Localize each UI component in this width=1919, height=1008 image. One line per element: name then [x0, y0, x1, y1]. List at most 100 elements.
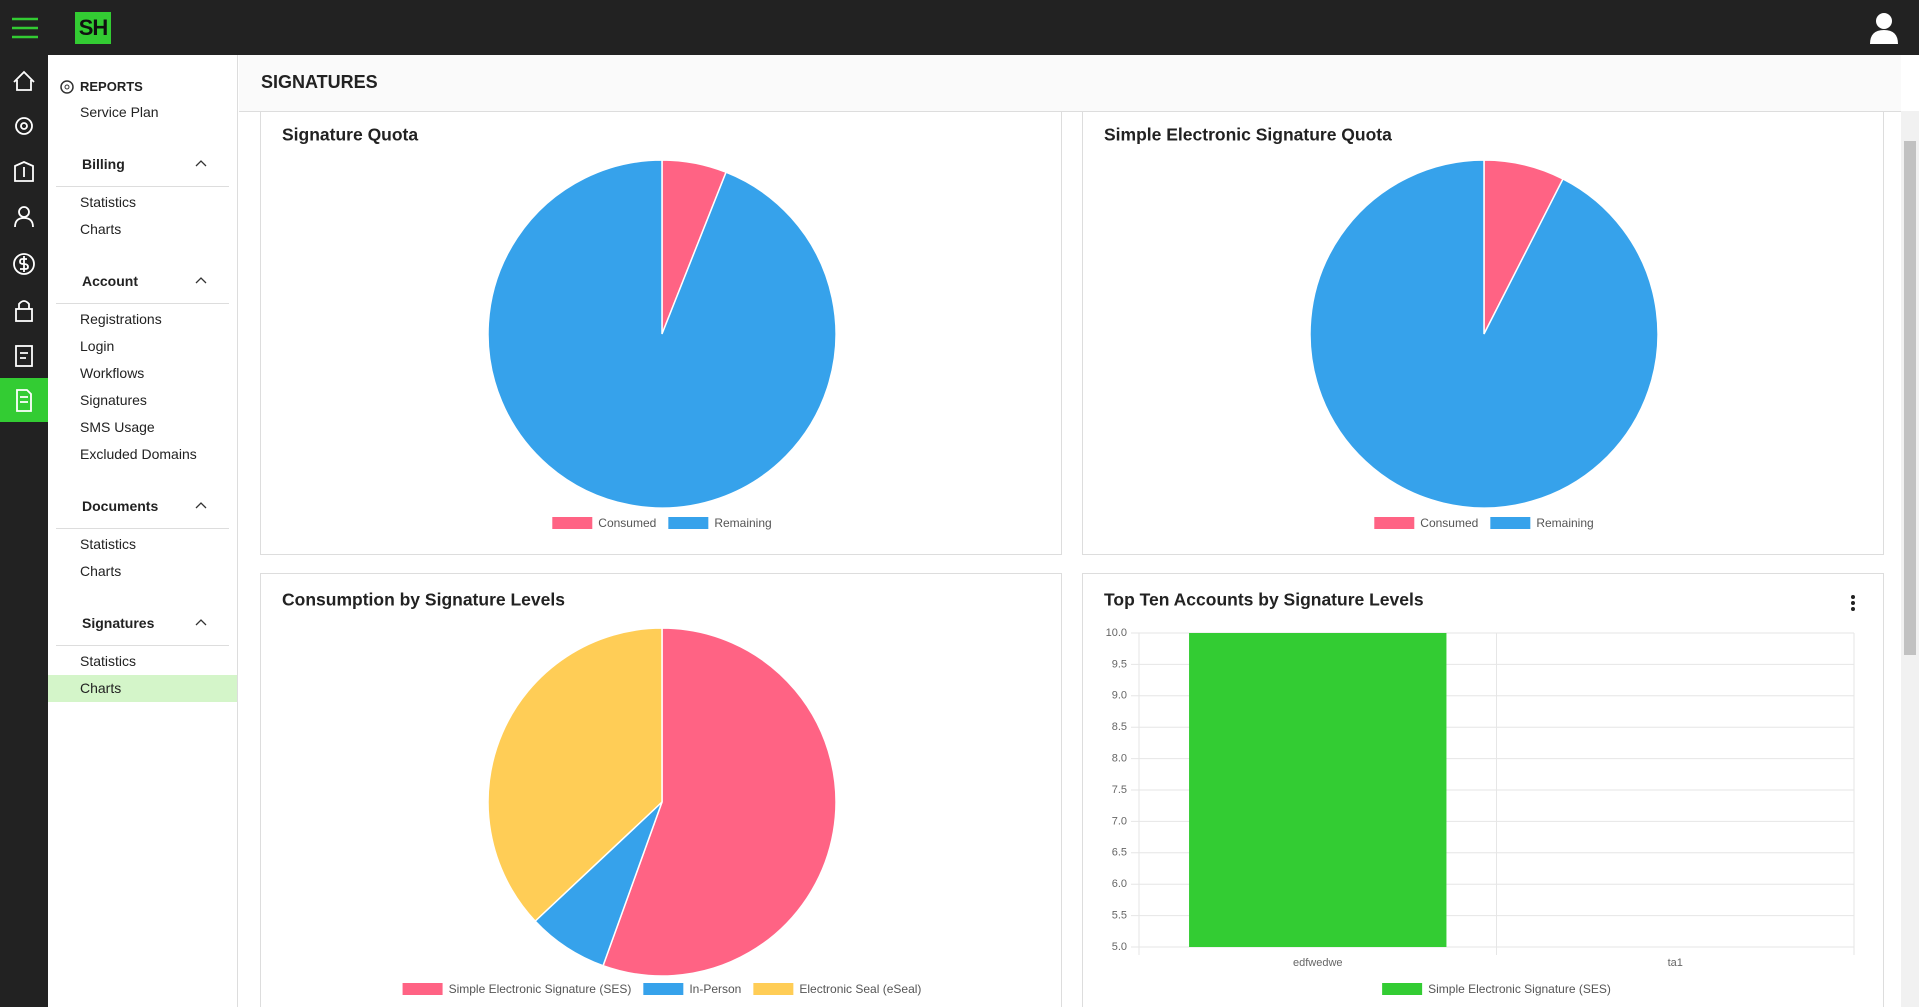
- legend-label: Remaining: [714, 516, 771, 530]
- legend-swatch: [1382, 983, 1423, 995]
- chart-title: Consumption by Signature Levels: [282, 590, 565, 610]
- legend-label: In-Person: [689, 982, 741, 996]
- y-tick-label: 8.0: [1112, 753, 1127, 765]
- nav-item[interactable]: Login: [80, 338, 115, 354]
- nav-item[interactable]: Charts: [48, 675, 237, 702]
- legend-label: Electronic Seal (eSeal): [799, 982, 921, 996]
- nav-item[interactable]: Signatures: [80, 392, 147, 408]
- y-tick-label: 7.0: [1112, 815, 1127, 827]
- menu-dot: [1851, 601, 1855, 605]
- legend-label: Simple Electronic Signature (SES): [449, 982, 632, 996]
- y-tick-label: 6.0: [1112, 878, 1127, 890]
- chart-title: Top Ten Accounts by Signature Levels: [1104, 590, 1424, 610]
- icon-rail: [0, 55, 48, 1007]
- section-header[interactable]: Signatures: [56, 601, 229, 646]
- pie-slice: [1309, 159, 1659, 509]
- chart: Simple Electronic Signature Quota Consume…: [1104, 125, 1659, 530]
- legend-label: Consumed: [598, 516, 656, 530]
- section-header[interactable]: Billing: [56, 142, 229, 187]
- nav-item[interactable]: Statistics: [80, 536, 137, 552]
- collapse-chevron[interactable]: [195, 276, 207, 284]
- rail-icons: [0, 70, 48, 422]
- lock-icon[interactable]: [15, 308, 33, 322]
- legend-swatch: [1374, 517, 1415, 529]
- nav-item[interactable]: Excluded Domains: [80, 446, 197, 462]
- legend-swatch: [552, 517, 593, 529]
- scrollbar[interactable]: [1901, 111, 1919, 1007]
- report-icon[interactable]: [16, 389, 32, 412]
- legend-swatch: [753, 983, 794, 995]
- nav-item[interactable]: SMS Usage: [80, 419, 155, 435]
- chart-card: Simple Electronic Signature Quota Consume…: [1082, 111, 1884, 555]
- y-tick-label: 5.5: [1112, 910, 1127, 922]
- scrollbar-thumb[interactable]: [1904, 141, 1916, 655]
- menu-dot: [1851, 595, 1855, 599]
- y-tick-label: 5.0: [1112, 941, 1127, 953]
- chart: Consumption by Signature Levels Simple El…: [282, 590, 921, 997]
- section-title: Documents: [82, 498, 159, 514]
- section-items: Registrations Login Workflows Signatures SMS…: [48, 304, 237, 468]
- sidebar: REPORTS Service Plan Billing Statistics Ch…: [48, 55, 238, 1007]
- nav-item[interactable]: Service Plan: [80, 104, 159, 120]
- user-icon[interactable]: [18, 206, 30, 218]
- nav-item[interactable]: Statistics: [80, 194, 137, 210]
- top-bar: SH: [0, 0, 1919, 55]
- y-tick-label: 6.5: [1112, 847, 1127, 859]
- page-title: SIGNATURES: [261, 72, 378, 92]
- chart: Signature Quota Consumed Remaining: [282, 125, 837, 530]
- legend-label: Consumed: [1420, 516, 1478, 530]
- clipboard-icon[interactable]: [15, 345, 33, 367]
- active-rail-item: [0, 378, 48, 422]
- section-title: Billing: [82, 156, 125, 172]
- section-items: Statistics Charts: [48, 187, 237, 243]
- section-title: Account: [82, 273, 138, 289]
- legend-label: Simple Electronic Signature (SES): [1428, 982, 1611, 996]
- billing-icon[interactable]: [13, 253, 35, 275]
- reports-heading: REPORTS: [48, 75, 237, 99]
- section-header[interactable]: Documents: [56, 484, 229, 529]
- section-items: Statistics Charts: [48, 529, 237, 585]
- pie-slice: [602, 627, 837, 977]
- settings-icon[interactable]: [15, 117, 33, 135]
- logo[interactable]: SH: [75, 12, 111, 44]
- section-items: Statistics Charts: [48, 646, 237, 702]
- collapse-chevron[interactable]: [195, 618, 207, 626]
- reports-label: REPORTS: [80, 79, 143, 94]
- chart-card: Signature Quota Consumed Remaining: [260, 111, 1062, 555]
- chart: Top Ten Accounts by Signature Levels 5.0 5…: [1104, 590, 1855, 996]
- nav-item[interactable]: Statistics: [80, 653, 137, 669]
- nav-section: Billing Statistics Charts: [48, 142, 237, 243]
- legend-swatch: [643, 983, 684, 995]
- y-tick-label: 8.5: [1112, 721, 1127, 733]
- y-tick-label: 9.5: [1112, 658, 1127, 670]
- x-tick-label: ta1: [1668, 957, 1683, 969]
- menu-button[interactable]: [6, 0, 46, 55]
- nav-item[interactable]: Charts: [80, 563, 122, 579]
- nav-section: Account Registrations Login Workflows Signat…: [48, 259, 237, 468]
- legend-label: Remaining: [1536, 516, 1593, 530]
- chart-title: Signature Quota: [282, 125, 418, 145]
- chart-card: Top Ten Accounts by Signature Levels 5.0 5…: [1082, 573, 1884, 1007]
- collapse-chevron[interactable]: [195, 159, 207, 167]
- y-tick-label: 9.0: [1112, 690, 1127, 702]
- y-tick-label: 7.5: [1112, 784, 1127, 796]
- box-icon[interactable]: [14, 161, 34, 182]
- nav-section: Signatures Statistics Charts: [48, 601, 237, 702]
- section-title: Signatures: [82, 615, 155, 631]
- user-avatar[interactable]: [1866, 8, 1902, 48]
- collapse-chevron[interactable]: [195, 501, 207, 509]
- nav-section: Documents Statistics Charts: [48, 484, 237, 585]
- menu-dot: [1851, 607, 1855, 611]
- legend-swatch: [668, 517, 709, 529]
- reports-icon: [60, 80, 74, 94]
- nav-item[interactable]: Charts: [80, 221, 122, 237]
- x-tick-label: edfwedwe: [1293, 957, 1343, 969]
- nav-item[interactable]: Workflows: [80, 365, 145, 381]
- nav-item[interactable]: Registrations: [80, 311, 162, 327]
- pie-slice: [487, 627, 663, 923]
- section-header[interactable]: Account: [56, 259, 229, 304]
- home-icon[interactable]: [13, 70, 35, 91]
- legend-swatch: [1490, 517, 1531, 529]
- nav-sections: Billing Statistics Charts Account Registrati…: [48, 142, 237, 702]
